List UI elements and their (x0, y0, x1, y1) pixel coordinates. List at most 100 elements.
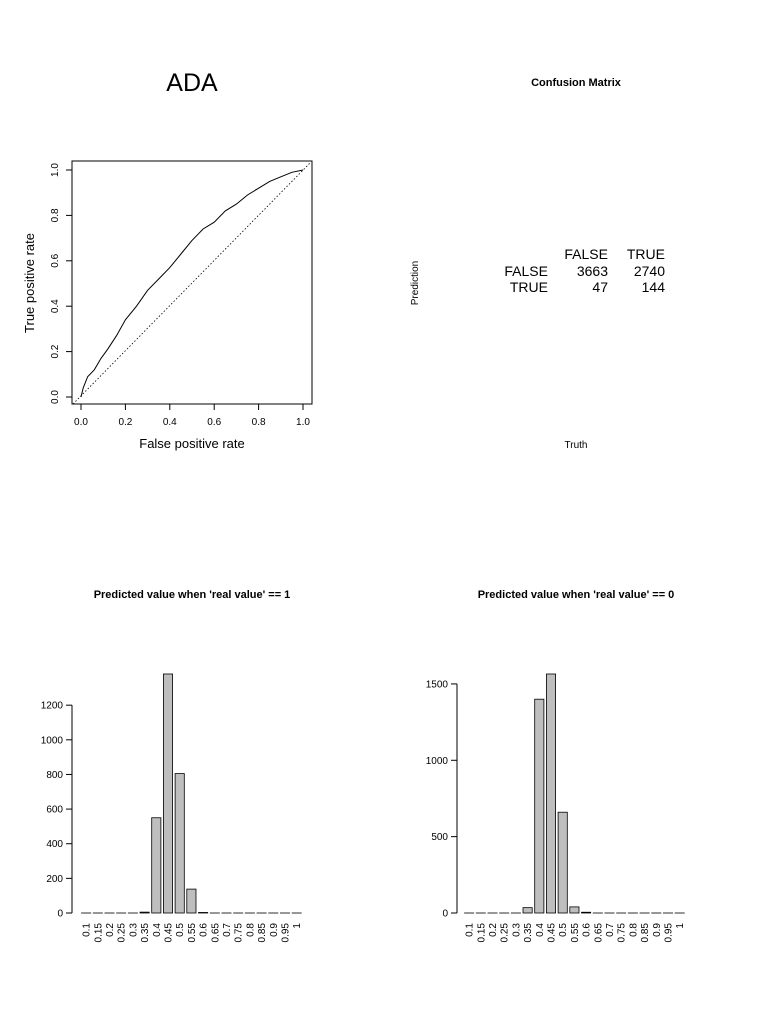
hist-bar (546, 673, 557, 914)
hist-category-label: 0.55 (187, 923, 198, 943)
hist1-title: Predicted value when 'real value' == 1 (94, 589, 291, 601)
hist-bar (198, 912, 209, 914)
hist-category-label: 0.45 (547, 923, 558, 943)
roc-title: ADA (166, 69, 218, 97)
histogram-real-1: Predicted value when 'real value' == 1 0… (41, 589, 303, 942)
roc-ytick-label: 0.0 (50, 390, 61, 404)
hist-bar (162, 673, 173, 914)
roc-ytick-label: 0.6 (50, 253, 61, 267)
hist-ytick-label: 1000 (41, 735, 64, 746)
hist-category-label: 0.15 (93, 923, 104, 943)
hist-category-label: 0.75 (617, 923, 628, 943)
hist-bar (139, 911, 150, 914)
hist-bar (534, 698, 545, 914)
col-header-true: TRUE (627, 246, 665, 262)
hist-category-label: 0.15 (476, 923, 487, 943)
hist-ytick-label: 1500 (426, 679, 449, 690)
hist-category-label: 0.9 (269, 923, 280, 937)
hist-category-label: 1 (292, 923, 303, 929)
confusion-title: Confusion Matrix (531, 77, 622, 89)
hist-ytick-label: 1000 (426, 756, 449, 767)
hist-category-label: 0.25 (500, 923, 511, 943)
histogram-real-0: Predicted value when 'real value' == 0 0… (426, 589, 686, 942)
hist-category-label: 0.1 (465, 923, 476, 937)
hist-category-label: 0.8 (245, 923, 256, 937)
roc-xtick-label: 0.8 (252, 417, 266, 428)
hist-category-label: 0.9 (652, 923, 663, 937)
roc-axes: 0.0 0.0 0.2 0.2 0.4 0.4 0.6 0.6 0.8 0.8 1.0 1.0 (50, 163, 310, 428)
roc-ytick-label: 0.4 (50, 299, 61, 313)
hist-category-label: 0.55 (570, 923, 581, 943)
confusion-xlabel: Truth (565, 440, 588, 451)
cell-true-false: 47 (592, 279, 608, 295)
hist-ytick-label: 500 (431, 832, 448, 843)
hist-category-label: 0.5 (175, 923, 186, 937)
roc-plot-frame (71, 160, 313, 405)
hist-category-label: 0.8 (628, 923, 639, 937)
hist-category-label: 0.25 (117, 923, 128, 943)
hist-category-label: 0.4 (535, 923, 546, 937)
cell-false-false: 3663 (577, 263, 608, 279)
hist-category-label: 0.85 (640, 923, 651, 943)
hist-category-label: 0.95 (281, 923, 292, 943)
hist-ytick-label: 800 (46, 770, 63, 781)
hist-bar (522, 907, 533, 914)
roc-ytick-label: 0.2 (50, 344, 61, 358)
hist-category-label: 0.85 (257, 923, 268, 943)
confusion-matrix: Confusion Matrix Prediction Truth FALSE … (410, 77, 665, 451)
hist-category-label: 0.65 (593, 923, 604, 943)
hist0-title: Predicted value when 'real value' == 0 (478, 589, 675, 601)
hist-category-label: 0.6 (582, 923, 593, 937)
roc-xtick-label: 1.0 (296, 417, 310, 428)
hist-category-label: 0.65 (210, 923, 221, 943)
hist-bar (151, 817, 162, 914)
roc-ylabel: True positive rate (22, 233, 37, 333)
hist-category-label: 0.4 (152, 923, 163, 937)
hist-category-label: 0.2 (488, 923, 499, 937)
hist-category-label: 0.75 (234, 923, 245, 943)
hist-ytick-label: 200 (46, 874, 63, 885)
hist-bar (581, 911, 592, 914)
hist-category-label: 0.95 (664, 923, 675, 943)
hist-category-label: 0.35 (523, 923, 534, 943)
roc-diagonal (72, 161, 312, 405)
hist-category-label: 0.6 (199, 923, 210, 937)
roc-xlabel: False positive rate (139, 436, 245, 451)
cell-true-true: 144 (642, 279, 666, 295)
hist-ytick-label: 600 (46, 805, 63, 816)
roc-xtick-label: 0.4 (163, 417, 177, 428)
hist-category-label: 0.7 (605, 923, 616, 937)
hist-ytick-label: 0 (442, 909, 448, 920)
roc-xtick-label: 0.2 (118, 417, 132, 428)
hist-category-label: 0.7 (222, 923, 233, 937)
roc-ytick-label: 1.0 (50, 163, 61, 177)
hist0-marks: 0 500 1000 1500 0.1 0.15 0.2 0.25 0.3 0.35 0.4 0.45… (426, 673, 686, 943)
hist-category-label: 0.2 (105, 923, 116, 937)
hist-category-label: 0.5 (558, 923, 569, 937)
col-header-false: FALSE (564, 246, 608, 262)
hist-ytick-label: 1200 (41, 701, 64, 712)
confusion-ylabel: Prediction (410, 261, 421, 305)
hist-bar (174, 773, 185, 914)
hist-bar (557, 811, 568, 914)
hist-category-label: 0.3 (511, 923, 522, 937)
hist-bar (186, 888, 197, 914)
roc-ytick-label: 0.8 (50, 208, 61, 222)
roc-xtick-label: 0.0 (74, 417, 88, 428)
roc-chart: ADA 0.0 0.0 0.2 0.2 0.4 0.4 0.6 0.6 0.8 0.8 1.0 1.0… (22, 69, 313, 451)
hist-category-label: 0.35 (140, 923, 151, 943)
hist-category-label: 1 (675, 923, 686, 929)
row-header-false: FALSE (504, 263, 548, 279)
hist-bar (569, 906, 580, 914)
roc-curve (80, 169, 304, 398)
hist-category-label: 0.3 (128, 923, 139, 937)
hist-ytick-label: 0 (57, 909, 63, 920)
roc-xtick-label: 0.6 (207, 417, 221, 428)
row-header-true: TRUE (510, 279, 548, 295)
hist-category-label: 0.45 (164, 923, 175, 943)
hist-ytick-label: 400 (46, 839, 63, 850)
cell-false-true: 2740 (634, 263, 665, 279)
roc-curves (72, 161, 312, 405)
